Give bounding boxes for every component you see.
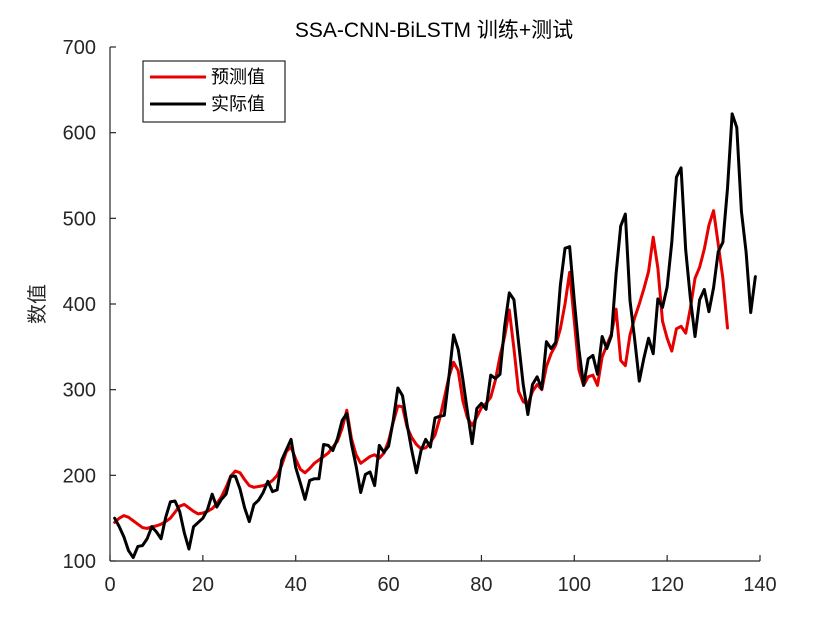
legend-box <box>142 60 286 123</box>
legend-label-actual: 实际值 <box>211 94 265 115</box>
x-tick-label: 60 <box>377 574 399 596</box>
x-tick-label: 140 <box>743 574 776 596</box>
y-tick-label: 700 <box>63 37 96 59</box>
x-tick-label: 20 <box>192 574 214 596</box>
series-group <box>113 112 757 560</box>
legend-label-predicted: 预测值 <box>211 67 265 88</box>
legend: 预测值 实际值 <box>142 60 286 123</box>
x-tick-label: 0 <box>104 574 115 596</box>
x-tick-label: 100 <box>558 574 591 596</box>
y-tick-label: 400 <box>63 294 96 316</box>
x-tick-label: 80 <box>470 574 492 596</box>
series-line-actual <box>113 112 757 560</box>
axes: 0 20 40 60 80 100 120 140 100 200 300 400 500 600 700 <box>63 37 777 596</box>
x-tick-label: 40 <box>285 574 307 596</box>
y-tick-label: 200 <box>63 465 96 487</box>
y-tick-label: 300 <box>63 380 96 402</box>
series-line-predicted <box>113 209 729 530</box>
y-axis-label: 数值 <box>25 284 49 324</box>
y-tick-label: 100 <box>63 551 96 573</box>
x-tick-label: 120 <box>650 574 683 596</box>
y-tick-label: 500 <box>63 208 96 230</box>
chart-title: SSA-CNN-BiLSTM 训练+测试 <box>295 19 573 42</box>
y-tick-label: 600 <box>63 123 96 145</box>
